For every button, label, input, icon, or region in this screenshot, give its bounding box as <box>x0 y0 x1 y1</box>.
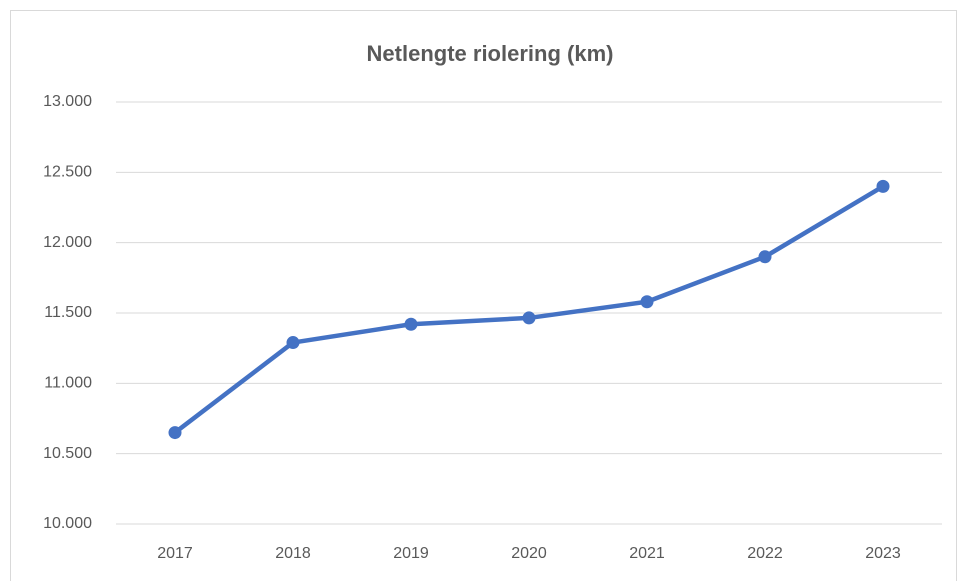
y-tick-label: 10.000 <box>43 515 92 532</box>
marker <box>758 250 772 264</box>
y-tick-label: 12.500 <box>43 164 92 181</box>
marker <box>522 311 536 325</box>
x-tick-label: 2020 <box>511 545 547 562</box>
y-tick-label: 11.500 <box>44 304 92 321</box>
x-tick-label: 2018 <box>275 545 311 562</box>
x-tick-label: 2022 <box>747 545 783 562</box>
y-tick-label: 11.000 <box>44 375 92 392</box>
marker <box>640 295 654 309</box>
chart-title: Netlengte riolering (km) <box>367 41 614 66</box>
x-tick-label: 2019 <box>393 545 429 562</box>
y-tick-label: 13.000 <box>43 93 92 110</box>
y-tick-label: 12.000 <box>43 234 92 251</box>
x-tick-label: 2017 <box>157 545 193 562</box>
x-tick-label: 2021 <box>629 545 665 562</box>
y-tick-label: 10.500 <box>43 445 92 462</box>
chart-frame <box>10 10 957 581</box>
marker <box>876 179 890 193</box>
marker <box>404 317 418 331</box>
x-tick-label: 2023 <box>865 545 901 562</box>
marker <box>168 426 182 440</box>
marker <box>286 336 300 350</box>
